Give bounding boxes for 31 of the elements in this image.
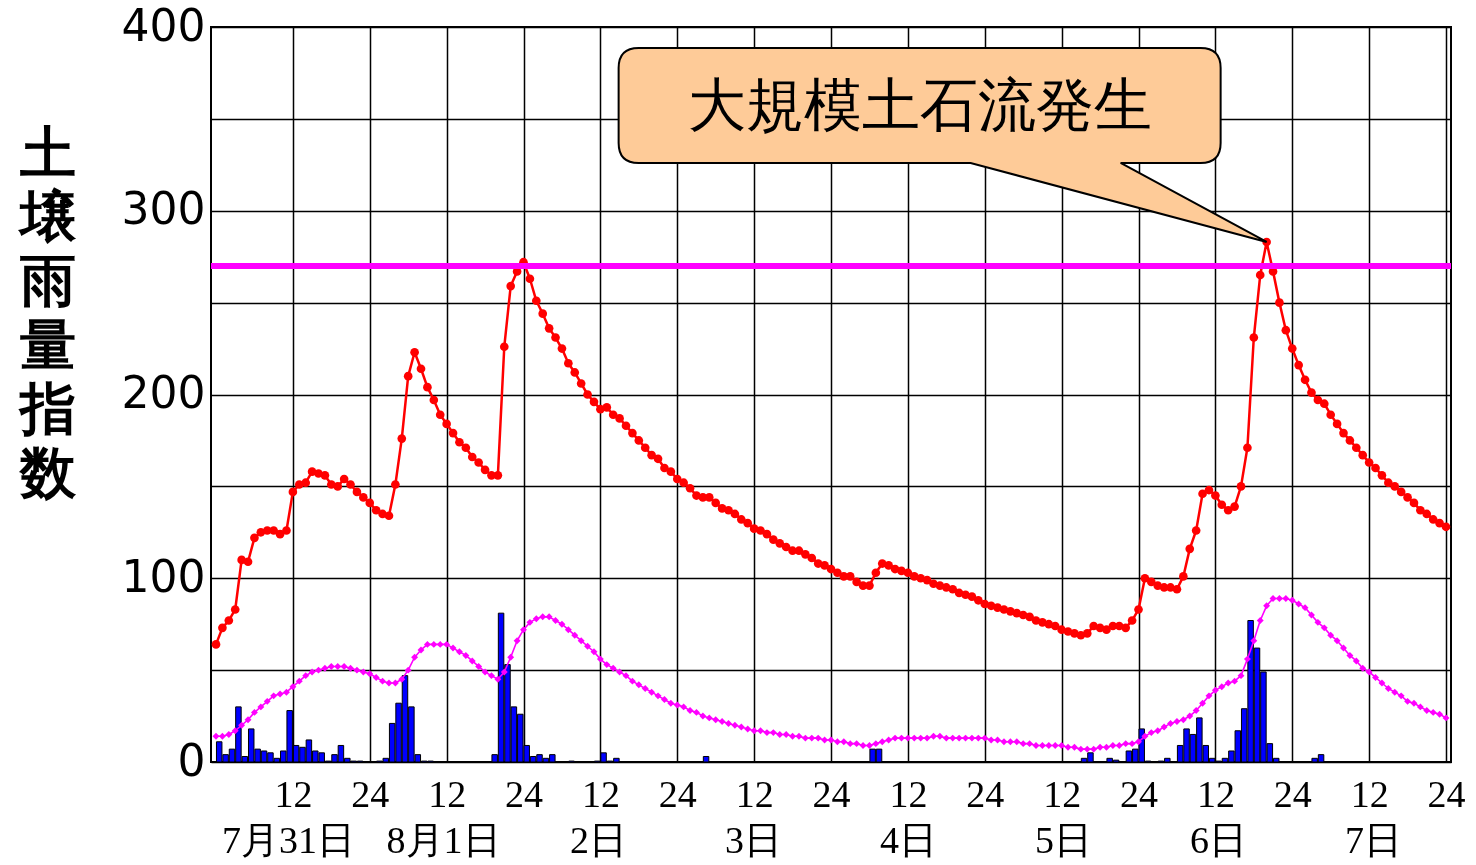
text: 24 xyxy=(351,772,390,815)
y-tick-label: 400 xyxy=(121,0,206,51)
x-tick-label: 12 xyxy=(1043,772,1082,815)
text: 24 xyxy=(1120,772,1158,815)
x2-tick-label: 7日 xyxy=(1345,819,1402,862)
x-tick-label: 12 xyxy=(274,772,313,815)
y-tick-label: 100 xyxy=(121,550,206,602)
x-tick-label: 12 xyxy=(1350,772,1389,815)
text: 24 xyxy=(966,772,1005,815)
text: 24 xyxy=(1427,772,1466,815)
x2-tick-label: 6日 xyxy=(1190,819,1247,862)
x-tick-label: 12 xyxy=(1196,772,1235,815)
x2-tick-label: 8月1日 xyxy=(386,819,501,862)
text: 24 xyxy=(658,772,697,815)
y-tick-label: 0 xyxy=(177,734,206,786)
x2-tick-label: 3日 xyxy=(725,819,782,862)
text: 24 xyxy=(1273,772,1312,815)
x-tick-label: 12 xyxy=(428,772,467,815)
x2-tick-label: 2日 xyxy=(570,819,627,862)
x-tick-label: 12 xyxy=(889,772,928,815)
x2-tick-label: 4日 xyxy=(880,819,937,862)
x-tick-label: 12 xyxy=(735,772,774,815)
y-axis-title: 土壌雨量指数 xyxy=(16,119,77,505)
x-tick-label: 12 xyxy=(581,772,620,815)
x2-tick-label: 7月31日 xyxy=(222,819,355,862)
annotation: 大規模土石流発生 xyxy=(687,71,1152,140)
text: 24 xyxy=(505,772,543,815)
y-tick-label: 200 xyxy=(121,367,206,418)
y-tick-label: 300 xyxy=(121,183,206,235)
text: 24 xyxy=(812,772,851,815)
x2-tick-label: 5日 xyxy=(1035,819,1092,862)
